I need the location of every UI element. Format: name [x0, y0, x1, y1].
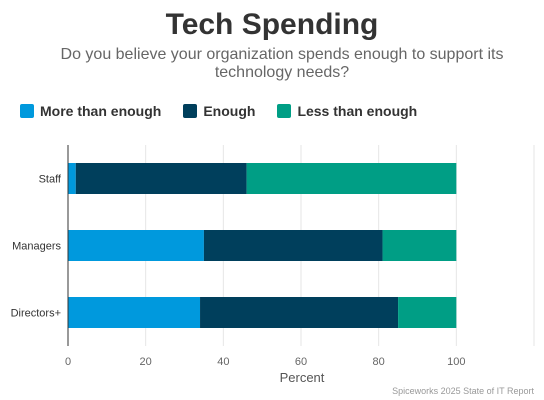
legend-swatch: [183, 104, 198, 118]
legend-label: Less than enough: [297, 103, 418, 119]
bar-segment: [203, 230, 383, 261]
bar-segment: [68, 297, 201, 328]
bar-segment: [200, 297, 399, 328]
y-category-label: Directors+: [11, 308, 61, 320]
bar-segment: [382, 230, 457, 261]
chart-subtitle: Do you believe your organization spends …: [60, 46, 504, 81]
legend-label: Enough: [203, 103, 256, 119]
y-category-label: Staff: [39, 174, 62, 186]
x-axis-title: Percent: [280, 370, 325, 385]
legend-label: More than enough: [40, 103, 162, 119]
chart-title: Tech Spending: [165, 8, 379, 41]
legend-swatch: [20, 104, 34, 118]
bar-segment: [246, 163, 457, 194]
x-tick-label: 20: [140, 356, 152, 368]
bar-segment: [398, 297, 457, 328]
legend-item-enough[interactable]: Enough: [183, 103, 255, 119]
x-tick-label: 80: [373, 356, 385, 368]
x-tick-label: 0: [65, 356, 71, 368]
legend-item-more-than-enough[interactable]: More than enough: [20, 103, 161, 119]
source-credit: Spiceworks 2025 State of IT Report: [392, 386, 534, 396]
y-category-label: Managers: [12, 241, 61, 253]
legend-item-less-than-enough[interactable]: Less than enough: [277, 103, 417, 119]
chart-legend: More than enough Enough Less than enough: [20, 101, 439, 121]
x-tick-label: 100: [447, 356, 465, 368]
x-tick-label: 60: [295, 356, 307, 368]
bar-segment: [68, 163, 76, 194]
bar-segment: [75, 163, 247, 194]
legend-swatch: [277, 104, 292, 118]
x-tick-label: 40: [217, 356, 229, 368]
bar-segment: [68, 230, 204, 261]
